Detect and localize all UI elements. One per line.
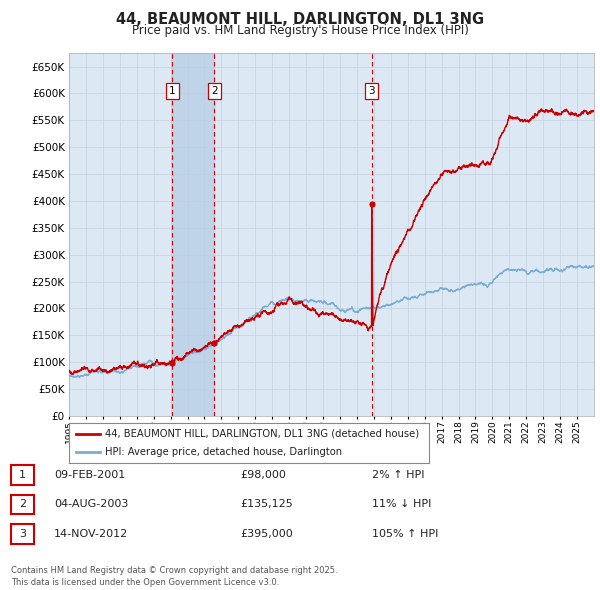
Text: Contains HM Land Registry data © Crown copyright and database right 2025.
This d: Contains HM Land Registry data © Crown c… bbox=[11, 566, 337, 587]
Text: 105% ↑ HPI: 105% ↑ HPI bbox=[372, 529, 439, 539]
Text: 3: 3 bbox=[19, 529, 26, 539]
Text: Price paid vs. HM Land Registry's House Price Index (HPI): Price paid vs. HM Land Registry's House … bbox=[131, 24, 469, 37]
Text: 04-AUG-2003: 04-AUG-2003 bbox=[54, 500, 128, 509]
Text: 3: 3 bbox=[368, 86, 375, 96]
Text: 11% ↓ HPI: 11% ↓ HPI bbox=[372, 500, 431, 509]
Text: 1: 1 bbox=[169, 86, 176, 96]
Text: 1: 1 bbox=[19, 470, 26, 480]
Text: 14-NOV-2012: 14-NOV-2012 bbox=[54, 529, 128, 539]
Text: 2: 2 bbox=[19, 500, 26, 509]
Text: £395,000: £395,000 bbox=[240, 529, 293, 539]
Text: 2% ↑ HPI: 2% ↑ HPI bbox=[372, 470, 425, 480]
Text: 09-FEB-2001: 09-FEB-2001 bbox=[54, 470, 125, 480]
Text: 2: 2 bbox=[211, 86, 218, 96]
Text: 44, BEAUMONT HILL, DARLINGTON, DL1 3NG (detached house): 44, BEAUMONT HILL, DARLINGTON, DL1 3NG (… bbox=[105, 429, 419, 439]
Bar bbox=[172, 53, 214, 416]
Text: HPI: Average price, detached house, Darlington: HPI: Average price, detached house, Darl… bbox=[105, 447, 342, 457]
Text: £135,125: £135,125 bbox=[240, 500, 293, 509]
Text: 44, BEAUMONT HILL, DARLINGTON, DL1 3NG: 44, BEAUMONT HILL, DARLINGTON, DL1 3NG bbox=[116, 12, 484, 27]
Text: £98,000: £98,000 bbox=[240, 470, 286, 480]
